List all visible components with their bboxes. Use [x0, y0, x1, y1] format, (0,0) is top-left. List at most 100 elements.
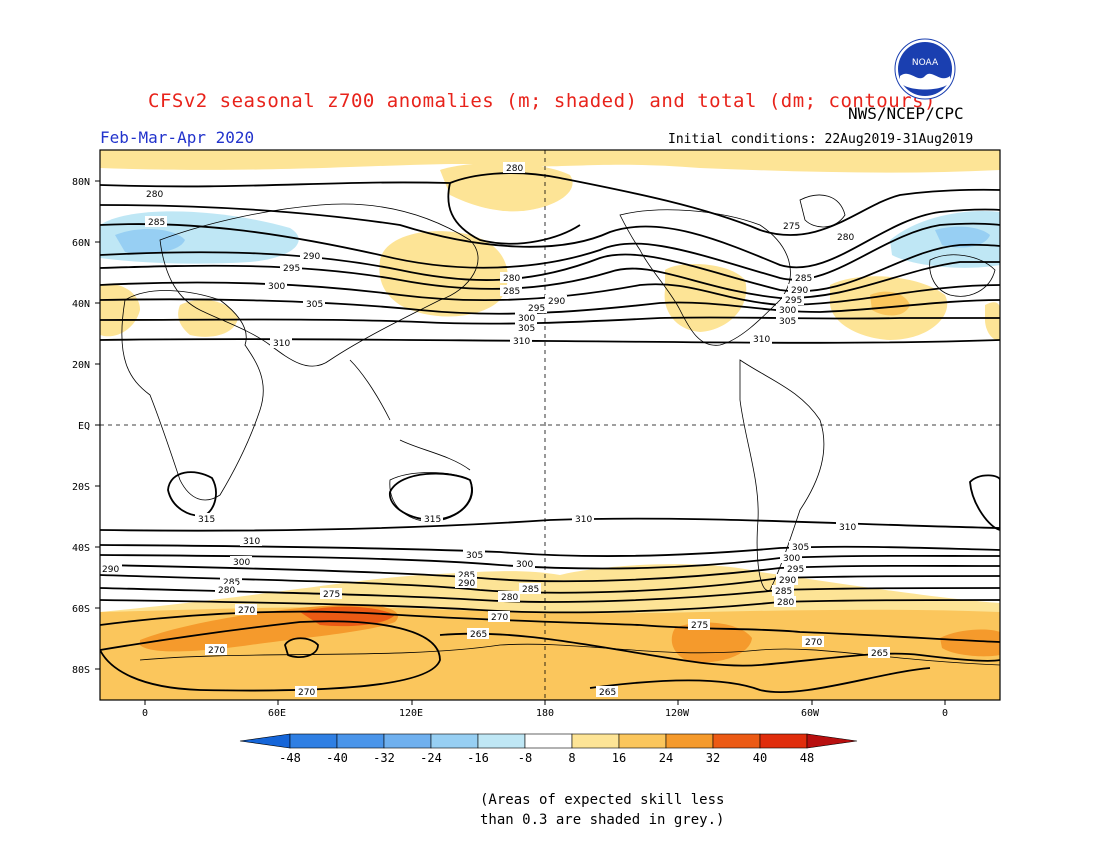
svg-text:290: 290 [779, 576, 796, 586]
noaa-logo-text: NOAA [912, 58, 939, 68]
svg-text:285: 285 [795, 274, 812, 284]
svg-text:310: 310 [513, 337, 530, 347]
lat-label: 20N [72, 360, 90, 371]
svg-text:270: 270 [208, 646, 225, 656]
colorbar-tick-label: -24 [420, 751, 442, 765]
colorbar-segment [336, 733, 385, 749]
lat-label: 40N [72, 299, 90, 310]
colorbar: -48 -40 -32 -24 -16 -8 8 16 24 32 40 48 [239, 733, 858, 765]
contour-label-group: 280 280 285 290 295 300 305 310 280 285 … [100, 162, 890, 698]
colorbar-segment [571, 733, 620, 749]
svg-text:280: 280 [503, 274, 520, 284]
svg-text:265: 265 [470, 630, 487, 640]
svg-text:300: 300 [518, 314, 535, 324]
svg-text:285: 285 [775, 587, 792, 597]
svg-text:300: 300 [779, 306, 796, 316]
svg-text:290: 290 [303, 252, 320, 262]
svg-text:280: 280 [218, 586, 235, 596]
svg-text:310: 310 [753, 335, 770, 345]
lon-label: 120E [399, 708, 423, 719]
lat-label: 80N [72, 177, 90, 188]
colorbar-segment [430, 733, 479, 749]
svg-text:305: 305 [518, 324, 535, 334]
colorbar-tick-label: -32 [373, 751, 395, 765]
svg-text:285: 285 [458, 571, 475, 581]
colorbar-tick-label: -48 [279, 751, 301, 765]
coastlines [121, 194, 1000, 666]
chart-title: CFSv2 seasonal z700 anomalies (m; shaded… [148, 90, 936, 112]
svg-text:275: 275 [691, 621, 708, 631]
colorbar-segment [477, 733, 526, 749]
colorbar-segment [712, 733, 761, 749]
svg-text:310: 310 [575, 515, 592, 525]
svg-text:280: 280 [777, 598, 794, 608]
longitude-axis: 0 60E 120E 180 120W 60W 0 [142, 700, 948, 719]
svg-text:285: 285 [148, 218, 165, 228]
lat-label: EQ [78, 421, 90, 432]
svg-text:280: 280 [506, 164, 523, 174]
svg-text:295: 295 [528, 304, 545, 314]
skill-note-line1: (Areas of expected skill less [480, 792, 725, 808]
lon-label: 120W [665, 708, 690, 719]
svg-text:295: 295 [785, 296, 802, 306]
colorbar-segment [759, 733, 808, 749]
svg-text:265: 265 [599, 688, 616, 698]
svg-text:300: 300 [268, 282, 285, 292]
svg-text:280: 280 [501, 593, 518, 603]
skill-note-line2: than 0.3 are shaded in grey.) [480, 812, 725, 828]
svg-text:275: 275 [323, 590, 340, 600]
lat-label: 80S [72, 665, 90, 676]
colorbar-tick-label: 40 [753, 751, 767, 765]
colorbar-tick-label: 24 [659, 751, 673, 765]
svg-text:290: 290 [458, 579, 475, 589]
lon-label: 0 [142, 708, 148, 719]
svg-text:315: 315 [198, 515, 215, 525]
svg-text:265: 265 [871, 649, 888, 659]
svg-text:310: 310 [839, 523, 856, 533]
colorbar-tick-label: 8 [568, 751, 575, 765]
svg-text:310: 310 [243, 537, 260, 547]
svg-text:305: 305 [466, 551, 483, 561]
lat-label: 20S [72, 482, 90, 493]
colorbar-high-arrow [806, 733, 858, 749]
svg-text:300: 300 [783, 554, 800, 564]
colorbar-segment [289, 733, 338, 749]
colorbar-tick-label: -40 [326, 751, 348, 765]
colorbar-tick-label: -16 [467, 751, 489, 765]
lat-label: 40S [72, 543, 90, 554]
svg-text:305: 305 [779, 317, 796, 327]
svg-text:270: 270 [805, 638, 822, 648]
colorbar-segment [383, 733, 432, 749]
svg-text:305: 305 [792, 543, 809, 553]
svg-text:290: 290 [548, 297, 565, 307]
svg-text:270: 270 [491, 613, 508, 623]
lat-label: 60S [72, 604, 90, 615]
lon-label: 180 [536, 708, 554, 719]
svg-text:315: 315 [424, 515, 441, 525]
svg-text:270: 270 [298, 688, 315, 698]
lon-label: 0 [942, 708, 948, 719]
colorbar-segment [524, 733, 573, 749]
colorbar-tick-label: 48 [800, 751, 814, 765]
svg-text:280: 280 [146, 190, 163, 200]
svg-text:305: 305 [306, 300, 323, 310]
grid-lines [100, 150, 1000, 700]
colorbar-tick-label: -8 [518, 751, 532, 765]
svg-text:300: 300 [516, 560, 533, 570]
noaa-logo: NOAA [894, 38, 956, 100]
svg-text:275: 275 [783, 222, 800, 232]
lon-label: 60W [801, 708, 820, 719]
colorbar-segment [665, 733, 714, 749]
svg-text:295: 295 [283, 264, 300, 274]
svg-text:295: 295 [787, 565, 804, 575]
initial-conditions: Initial conditions: 22Aug2019-31Aug2019 [668, 132, 974, 147]
colorbar-tick-label: 16 [612, 751, 626, 765]
svg-text:290: 290 [791, 286, 808, 296]
svg-text:310: 310 [273, 339, 290, 349]
colorbar-segment [618, 733, 667, 749]
svg-text:285: 285 [503, 287, 520, 297]
svg-text:290: 290 [102, 565, 119, 575]
lat-label: 60N [72, 238, 90, 249]
colorbar-low-arrow [239, 733, 291, 749]
